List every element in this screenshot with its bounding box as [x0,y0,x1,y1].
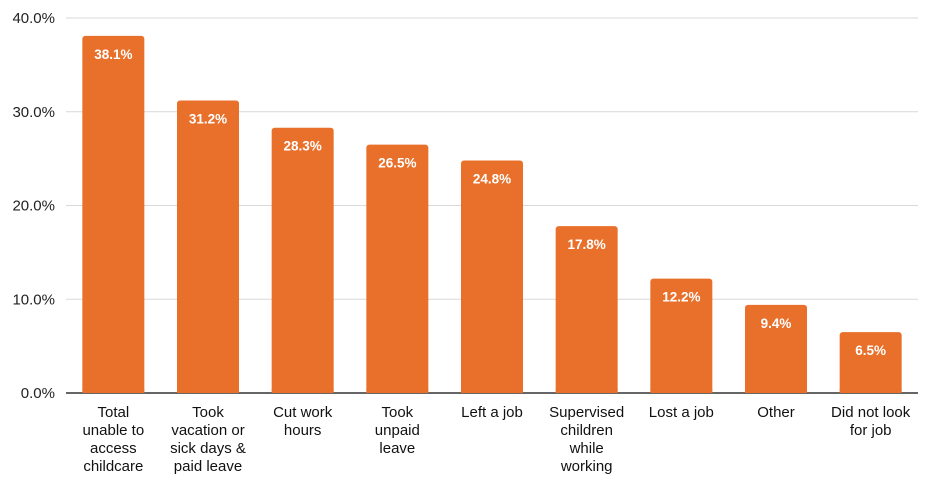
bar [461,160,523,393]
bar [82,35,145,393]
bar [839,332,902,393]
data-label: 38.1% [94,47,132,62]
data-label: 28.3% [284,139,322,154]
bar-base [555,389,618,393]
y-tick-label: 0.0% [21,385,55,402]
bars: 38.1% 31.2% 28.3% 26.5% 24.8% 17.8% 12.2% 9.4% 6… [82,35,902,393]
data-label: 17.8% [568,237,606,252]
x-tick-label: Took unpaid leave [375,404,420,457]
x-tick-label: Took vacation or sick days & paid leave [170,404,246,475]
data-label: 9.4% [761,316,792,331]
x-tick-label: Total unable to access childcare [82,404,144,475]
x-tick-label: Did not look for job [831,404,911,439]
bar-base [82,389,145,393]
data-label: 31.2% [189,112,227,127]
bar [271,127,334,393]
y-tick-label: 30.0% [12,104,55,121]
bar [177,100,239,393]
data-label: 26.5% [378,156,416,171]
bar [555,226,618,393]
x-axis-labels: Total unable to access childcare Took vacatio… [82,404,910,475]
bar-base [461,389,523,393]
bar-base [839,389,902,393]
bar-base [177,389,239,393]
data-label: 12.2% [662,290,700,305]
bar-base [366,389,429,393]
bar [650,278,713,393]
x-tick-label: Supervised children while working [549,404,624,475]
y-tick-label: 10.0% [12,291,55,308]
y-axis-ticks: 0.0% 10.0% 20.0% 30.0% 40.0% [12,10,55,402]
data-label: 24.8% [473,172,511,187]
bar [745,304,807,393]
x-tick-label: Left a job [461,404,523,421]
x-tick-label: Other [757,404,795,421]
bar-base [271,389,334,393]
x-tick-label: Cut work hours [273,404,333,439]
bar-base [745,389,807,393]
y-tick-label: 40.0% [12,10,55,27]
bar [366,144,429,393]
y-tick-label: 20.0% [12,198,55,215]
bar-base [650,389,713,393]
data-label: 6.5% [855,343,886,358]
x-tick-label: Lost a job [649,404,714,421]
